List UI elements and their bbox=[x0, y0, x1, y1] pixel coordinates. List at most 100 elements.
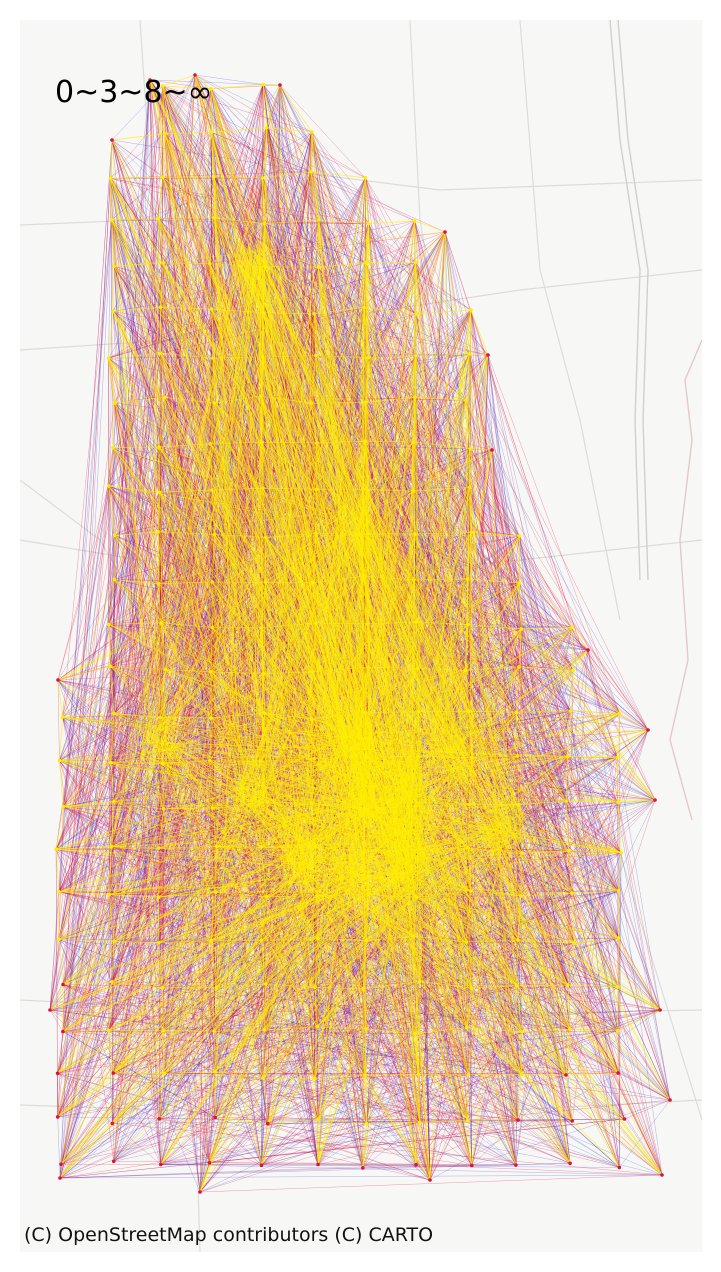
flow-line bbox=[279, 84, 367, 263]
flow-line bbox=[162, 85, 215, 178]
flow-line bbox=[58, 939, 517, 1166]
flow-line bbox=[55, 622, 162, 850]
flow-line bbox=[149, 79, 264, 85]
flow-line bbox=[159, 88, 212, 493]
flow-line bbox=[214, 217, 263, 443]
flow-line bbox=[164, 1073, 262, 1166]
flow-line bbox=[262, 1077, 319, 1120]
flow-line bbox=[63, 402, 115, 807]
flow-line bbox=[444, 231, 517, 713]
flow-line bbox=[210, 88, 569, 851]
flow-line bbox=[108, 1030, 165, 1074]
flow-line bbox=[364, 1074, 620, 1168]
flow-line bbox=[468, 847, 571, 1030]
flow-line bbox=[491, 449, 619, 892]
flow-line bbox=[162, 987, 417, 1166]
flow-line bbox=[111, 981, 568, 986]
flow-line bbox=[110, 666, 114, 1162]
flow-line bbox=[211, 132, 312, 172]
flow-line bbox=[162, 987, 619, 1074]
flow-line bbox=[62, 177, 366, 985]
flow-line bbox=[515, 670, 574, 1166]
flow-line bbox=[59, 937, 619, 1179]
flow-line bbox=[261, 1026, 318, 1166]
flow-line bbox=[62, 984, 519, 1121]
flow-line bbox=[113, 763, 163, 802]
flow-line bbox=[211, 84, 264, 310]
flow-line bbox=[113, 79, 151, 802]
map-canvas bbox=[20, 20, 702, 1252]
flow-line bbox=[471, 988, 519, 1121]
flow-line bbox=[160, 307, 211, 444]
flow-line bbox=[264, 223, 366, 263]
flow-line bbox=[63, 447, 114, 807]
flow-line bbox=[108, 808, 164, 1031]
flow-line bbox=[160, 263, 211, 308]
flow-line bbox=[317, 1026, 671, 1101]
flow-line bbox=[110, 133, 165, 179]
flow-line bbox=[63, 762, 112, 807]
flow-line bbox=[111, 807, 213, 983]
flow-line bbox=[62, 717, 165, 1074]
flow-line bbox=[519, 582, 671, 1101]
flow-line bbox=[520, 710, 571, 896]
flow-line bbox=[111, 74, 196, 221]
flow-line bbox=[62, 984, 420, 1123]
map-panel[interactable]: 0~3~8~∞ (C) OpenStreetMap contributors (… bbox=[20, 20, 702, 1252]
flow-line bbox=[59, 1118, 625, 1179]
flow-line bbox=[265, 983, 472, 1166]
flow-line bbox=[60, 1118, 160, 1165]
flow-line bbox=[266, 127, 489, 356]
flow-line bbox=[62, 446, 160, 1032]
flow-line bbox=[160, 1121, 420, 1165]
flow-line bbox=[62, 219, 112, 718]
flow-line bbox=[316, 895, 671, 1101]
flow-line bbox=[469, 448, 573, 894]
flow-line bbox=[471, 1099, 671, 1166]
flow-line bbox=[62, 74, 196, 1032]
flow-line bbox=[368, 357, 471, 449]
flow-line bbox=[111, 718, 312, 983]
flow-line bbox=[108, 486, 115, 714]
flow-line bbox=[569, 1009, 661, 1030]
basemap-major-road bbox=[617, 20, 649, 581]
flow-line bbox=[111, 219, 319, 1165]
flow-line bbox=[210, 88, 266, 538]
flow-line bbox=[415, 262, 472, 533]
flow-line bbox=[414, 220, 620, 714]
flow-line bbox=[57, 1073, 431, 1181]
flow-line bbox=[470, 310, 493, 451]
flow-line bbox=[368, 223, 467, 401]
flow-line bbox=[363, 307, 619, 939]
flow-line bbox=[111, 846, 164, 1031]
flow-line bbox=[63, 219, 112, 807]
flow-line bbox=[110, 762, 431, 1181]
flow-line bbox=[111, 307, 161, 847]
flow-line bbox=[415, 1164, 663, 1176]
flow-line bbox=[108, 808, 164, 1031]
flow-line bbox=[519, 535, 574, 671]
flow-line bbox=[113, 266, 165, 1074]
basemap-road bbox=[20, 169, 702, 226]
flow-line bbox=[111, 219, 161, 308]
flow-line bbox=[108, 808, 164, 895]
flow-line bbox=[59, 988, 364, 1179]
flow-line bbox=[617, 986, 671, 1101]
basemap-road bbox=[519, 20, 621, 621]
flow-line bbox=[57, 894, 110, 1074]
flow-line bbox=[62, 1031, 216, 1118]
basemap-boundary bbox=[669, 339, 702, 821]
flow-line bbox=[211, 132, 471, 449]
flow-line bbox=[194, 74, 573, 894]
flow-lines bbox=[49, 74, 671, 1193]
flow-line bbox=[58, 939, 573, 1122]
flow-line bbox=[57, 1116, 61, 1179]
flow-line bbox=[570, 710, 620, 1168]
flow-line bbox=[565, 985, 569, 1076]
flow-line bbox=[517, 852, 622, 1121]
flow-line bbox=[112, 1123, 663, 1176]
flow-line bbox=[108, 485, 517, 1166]
flow-line bbox=[470, 310, 619, 1031]
flow-line bbox=[61, 1163, 472, 1166]
flow-line bbox=[362, 1033, 416, 1168]
